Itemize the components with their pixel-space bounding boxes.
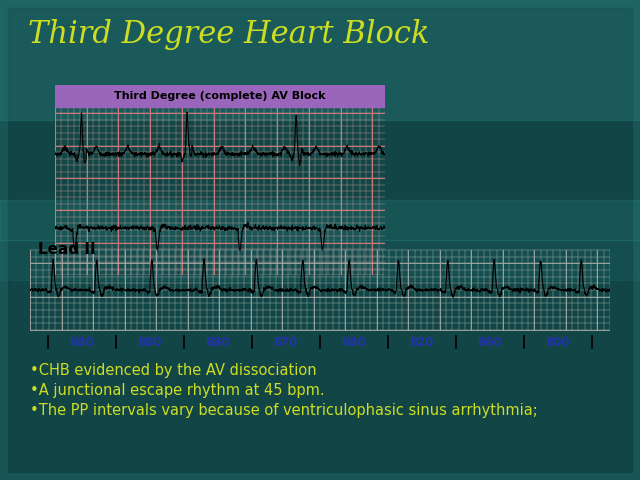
- Text: 680: 680: [205, 336, 230, 348]
- Text: 680: 680: [342, 336, 366, 348]
- Text: Third Degree (complete) AV Block: Third Degree (complete) AV Block: [115, 91, 326, 101]
- Text: •CHB evidenced by the AV dissociation: •CHB evidenced by the AV dissociation: [30, 362, 317, 377]
- Bar: [0, 240, 640, 280]
- Text: 800: 800: [546, 336, 570, 348]
- Bar: [0, 0, 640, 120]
- Text: •A junctional escape rhythm at 45 bpm.: •A junctional escape rhythm at 45 bpm.: [30, 383, 324, 397]
- Text: Third Degree Heart Block: Third Degree Heart Block: [28, 20, 429, 50]
- Text: 660: 660: [477, 336, 502, 348]
- Text: •The PP intervals vary because of ventriculophasic sinus arrhythmia;: •The PP intervals vary because of ventri…: [30, 403, 538, 418]
- Text: 870: 870: [274, 336, 298, 348]
- Text: 820: 820: [410, 336, 435, 348]
- Bar: [55, 85, 385, 107]
- Bar: [0, 200, 640, 240]
- Text: Lead II: Lead II: [38, 242, 95, 257]
- Text: 880: 880: [138, 336, 163, 348]
- Text: 680: 680: [70, 336, 94, 348]
